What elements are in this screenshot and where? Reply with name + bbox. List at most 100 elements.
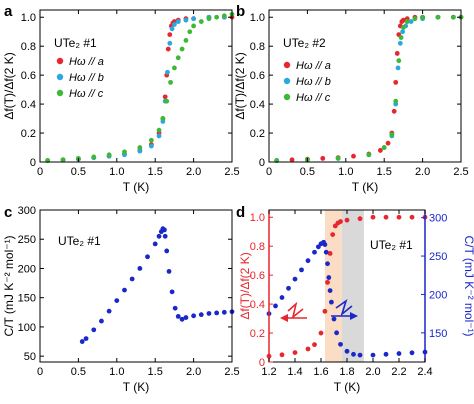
data-point	[412, 16, 418, 22]
data-point	[312, 342, 317, 348]
legend-marker	[56, 73, 64, 81]
y-axis-label: C/T (mJ K⁻² mol⁻¹)	[2, 235, 16, 336]
data-point	[169, 289, 175, 295]
y-tick-label: 300	[18, 205, 36, 217]
series-1	[79, 226, 235, 344]
data-point	[318, 330, 324, 336]
data-point	[162, 227, 167, 233]
x-tick-label: 2.4	[417, 366, 432, 378]
y-right-tick-label: 200	[429, 289, 447, 301]
data-point	[420, 14, 425, 20]
data-point	[172, 22, 177, 27]
data-point	[370, 352, 376, 358]
y-axis-label: Δf(T)/Δf(2 K)	[233, 52, 247, 119]
data-point	[344, 348, 350, 354]
data-point	[305, 346, 311, 352]
series-1	[266, 214, 428, 359]
x-axis-label: T (K)	[352, 180, 378, 194]
x-tick-label: 2.5	[224, 166, 239, 178]
panel-letter: c	[4, 204, 12, 221]
data-point	[401, 24, 406, 30]
data-point	[408, 19, 414, 24]
y-tick-label: 0.2	[21, 128, 36, 140]
data-point	[279, 352, 285, 358]
axis-arrows	[280, 299, 358, 322]
data-point	[397, 40, 403, 46]
data-point	[166, 268, 172, 274]
data-point	[393, 79, 399, 85]
data-point	[279, 295, 285, 300]
legend-label: Hω // c	[296, 92, 331, 104]
data-point	[175, 314, 181, 319]
data-point	[394, 51, 400, 56]
x-tick-label: 2.5	[224, 366, 239, 378]
x-tick-label: 1.4	[287, 366, 302, 378]
legend-marker	[283, 93, 291, 101]
x-tick-label: 1.0	[109, 366, 124, 378]
x-tick-label: 0.5	[71, 166, 86, 178]
y-right-tick-label: 250	[429, 251, 447, 263]
data-point	[395, 65, 401, 71]
panel-letter: b	[236, 3, 245, 20]
right-arrow-head	[350, 312, 358, 320]
panel-c: c 0 0.5 1.0 1.5 2.0 2.5 50 100 150 200 250 300 T (K) C…	[2, 204, 240, 394]
y-tick-label: 0.2	[250, 328, 265, 340]
data-point	[145, 254, 150, 260]
y-right-axis-label: C/T (mJ K⁻² mol⁻¹)	[462, 235, 474, 336]
plot-frame	[268, 9, 462, 163]
data-point	[162, 233, 168, 239]
x-tick-label: 1.5	[377, 166, 392, 178]
data-point	[396, 214, 402, 220]
x-tick-label: 2.2	[391, 366, 406, 378]
data-point	[381, 145, 387, 150]
y-axis-label: Δf(T)/Δf(2 K)	[2, 52, 16, 119]
data-point	[183, 315, 189, 320]
data-point	[357, 352, 363, 358]
data-point	[156, 127, 162, 133]
data-point	[289, 157, 295, 163]
data-point	[325, 279, 330, 285]
data-point	[326, 275, 332, 280]
y-right-tick-label: 150	[429, 328, 447, 340]
y-tick-label: 1.0	[250, 212, 265, 224]
data-point	[137, 148, 143, 154]
data-point	[329, 299, 334, 305]
y-tick-label: 150	[18, 293, 36, 305]
data-point	[206, 16, 212, 22]
data-point	[312, 249, 317, 255]
data-point	[404, 19, 410, 24]
data-point	[148, 137, 154, 143]
data-point	[152, 241, 158, 247]
panel-b: b 0 0.5 1.0 1.5 2.0 2.5 0 0.2 0.4 0.6 0.8 1.0 T (K) Δf…	[233, 3, 469, 194]
y-tick-label: 0.6	[250, 270, 265, 282]
y-tick-label: 0.4	[250, 99, 265, 111]
data-point	[172, 65, 177, 71]
x-axis-label: T (K)	[123, 380, 149, 394]
data-point	[320, 155, 326, 161]
data-point	[206, 311, 212, 316]
data-point	[338, 341, 343, 347]
data-point	[183, 38, 189, 43]
plot-frame	[39, 209, 233, 363]
data-point	[83, 336, 89, 342]
data-point	[179, 46, 185, 52]
x-tick-label: 1.6	[313, 366, 328, 378]
data-point	[330, 232, 336, 238]
data-point	[435, 14, 441, 20]
y-tick-label: 0.8	[250, 241, 265, 253]
data-point	[122, 149, 127, 155]
data-point	[396, 351, 402, 356]
data-point	[164, 98, 170, 104]
sample-label: UTe₂ #1	[370, 238, 413, 252]
data-point	[327, 251, 333, 256]
data-point	[327, 288, 333, 294]
y-right-tick-label: 300	[429, 213, 447, 225]
data-point	[383, 214, 389, 220]
data-point	[175, 55, 181, 61]
data-point	[91, 154, 97, 160]
data-point	[391, 108, 397, 114]
shaded-band	[324, 210, 342, 362]
data-point	[129, 276, 135, 282]
data-point	[409, 350, 415, 356]
